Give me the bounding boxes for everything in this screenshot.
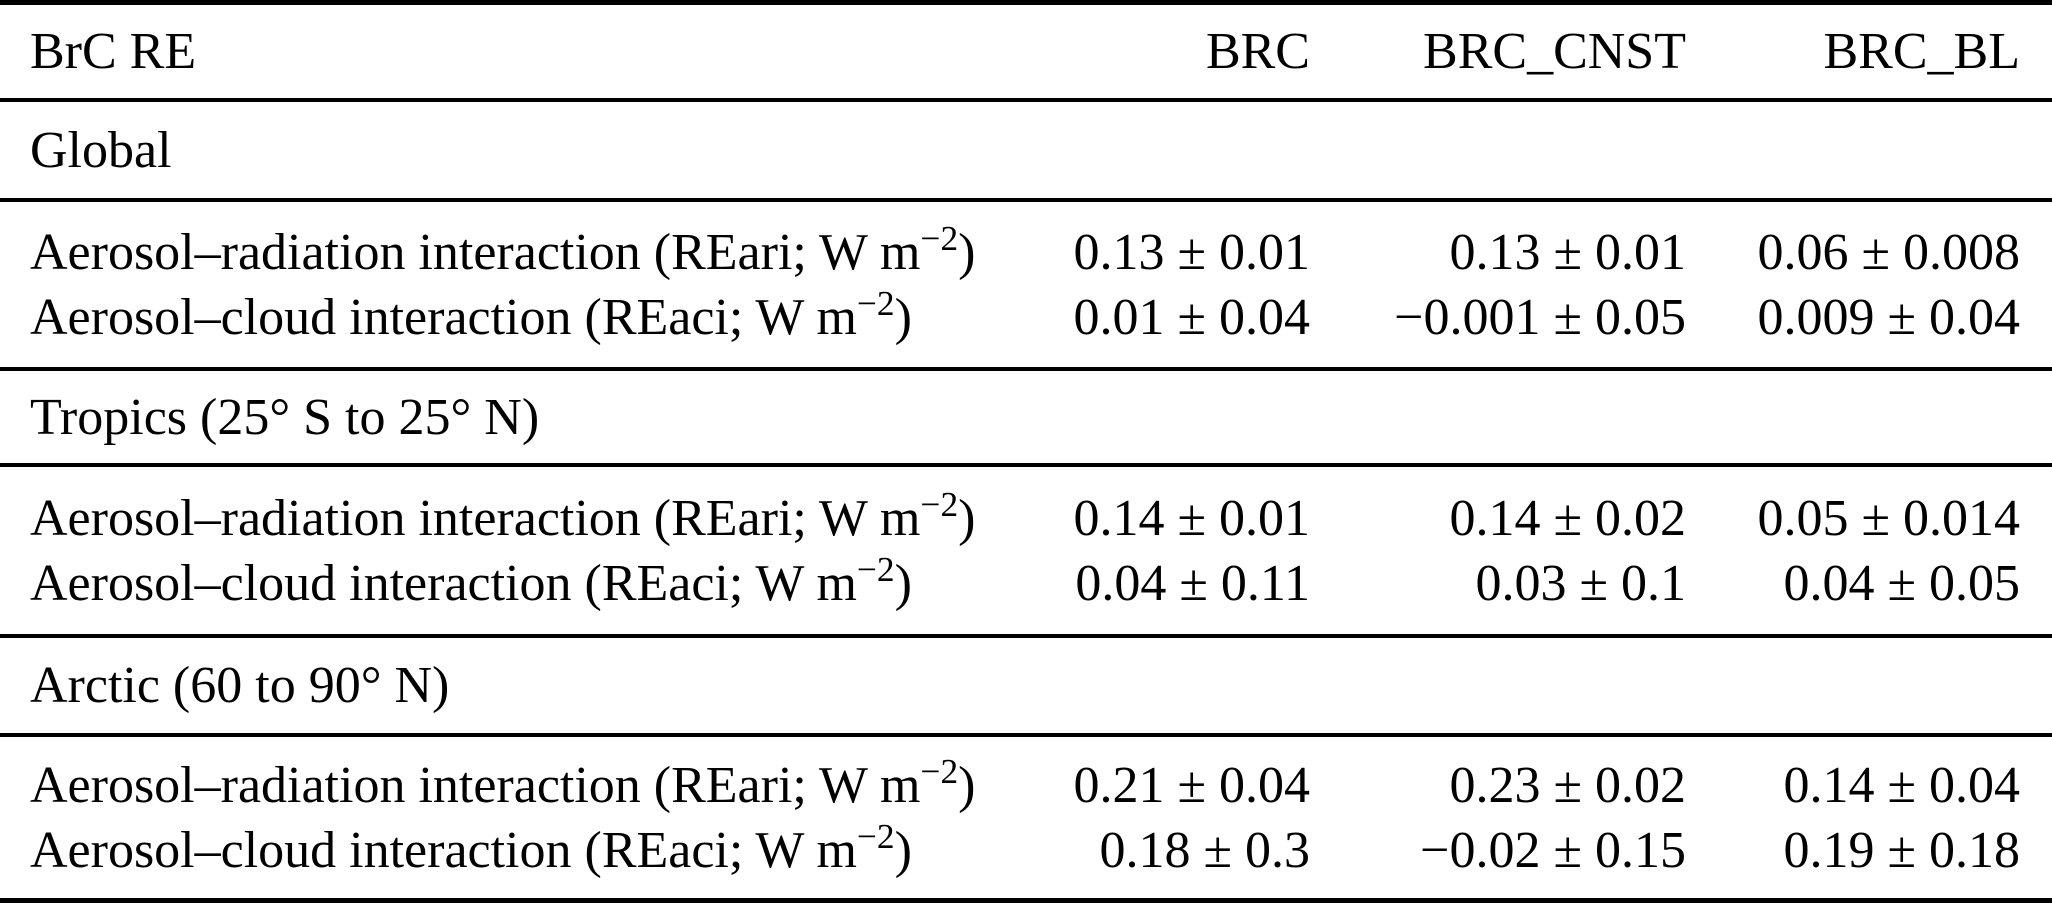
section-title-row: Arctic (60 to 90° N) — [0, 653, 2052, 718]
table-top-rule — [0, 0, 2052, 5]
row-label-close: ) — [958, 223, 976, 281]
row-label-reaci: Aerosol–cloud interaction (REaci; W m−2) — [30, 818, 1000, 883]
rule-above-tropics-title — [0, 367, 2052, 371]
value-brc-cnst: −0.02 ± 0.15 — [1420, 821, 1686, 879]
value-brc-bl: 0.05 ± 0.014 — [1757, 489, 2020, 547]
corner-header-brc-re: BrC RE — [30, 23, 197, 80]
row-label-close: ) — [894, 288, 912, 346]
value-brc-bl: 0.009 ± 0.04 — [1757, 288, 2020, 346]
row-label-reari: Aerosol–radiation interaction (REari; W … — [30, 220, 1000, 285]
data-band-arctic: Aerosol–radiation interaction (REari; W … — [0, 737, 2052, 898]
row-label-close: ) — [958, 756, 976, 814]
table-row: Aerosol–radiation interaction (REari; W … — [0, 753, 2052, 818]
value-brc-cnst: −0.001 ± 0.05 — [1394, 288, 1686, 346]
table-row: Aerosol–cloud interaction (REaci; W m−2)… — [0, 551, 2052, 616]
value-brc-cnst: 0.03 ± 0.1 — [1475, 554, 1686, 612]
value-brc: 0.14 ± 0.01 — [1073, 489, 1310, 547]
value-brc: 0.21 ± 0.04 — [1073, 756, 1310, 814]
unit-exponent: −2 — [856, 816, 895, 857]
rule-below-arctic-title — [0, 733, 2052, 737]
value-brc-cnst: 0.13 ± 0.01 — [1449, 223, 1686, 281]
row-label-close: ) — [894, 554, 912, 612]
value-brc: 0.04 ± 0.11 — [1075, 554, 1310, 612]
table-header-band: BrC RE BRC BRC_CNST BRC_BL — [0, 5, 2052, 98]
value-brc-cnst: 0.23 ± 0.02 — [1449, 756, 1686, 814]
value-brc-bl: 0.04 ± 0.05 — [1783, 554, 2020, 612]
unit-exponent: −2 — [920, 484, 959, 525]
value-brc: 0.01 ± 0.04 — [1073, 288, 1310, 346]
table-row: Aerosol–radiation interaction (REari; W … — [0, 220, 2052, 285]
rule-below-tropics-title — [0, 463, 2052, 467]
row-label-text: Aerosol–cloud interaction (REaci; W m — [30, 288, 857, 346]
section-band-tropics: Tropics (25° S to 25° N) — [0, 371, 2052, 463]
section-band-arctic: Arctic (60 to 90° N) — [0, 638, 2052, 733]
row-label-text: Aerosol–radiation interaction (REari; W … — [30, 223, 921, 281]
value-brc-bl: 0.14 ± 0.04 — [1783, 756, 2020, 814]
section-title-arctic: Arctic (60 to 90° N) — [30, 657, 450, 714]
row-label-reari: Aerosol–radiation interaction (REari; W … — [30, 753, 1000, 818]
value-brc-cnst: 0.14 ± 0.02 — [1449, 489, 1686, 547]
value-brc-bl: 0.06 ± 0.008 — [1757, 223, 2020, 281]
section-title-tropics: Tropics (25° S to 25° N) — [30, 388, 540, 446]
table-row: Aerosol–radiation interaction (REari; W … — [0, 486, 2052, 551]
unit-exponent: −2 — [856, 283, 895, 324]
unit-exponent: −2 — [856, 549, 895, 590]
unit-exponent: −2 — [920, 751, 959, 792]
column-header-brc-cnst: BRC_CNST — [1423, 23, 1686, 80]
row-label-close: ) — [958, 489, 976, 547]
row-label-text: Aerosol–radiation interaction (REari; W … — [30, 756, 921, 814]
section-title-global: Global — [30, 121, 172, 179]
section-title-row: Global — [0, 118, 2052, 183]
row-label-reari: Aerosol–radiation interaction (REari; W … — [30, 486, 1000, 551]
value-brc: 0.18 ± 0.3 — [1099, 821, 1310, 879]
data-band-global: Aerosol–radiation interaction (REari; W … — [0, 202, 2052, 367]
data-band-tropics: Aerosol–radiation interaction (REari; W … — [0, 467, 2052, 634]
row-label-close: ) — [894, 821, 912, 879]
unit-exponent: −2 — [920, 218, 959, 259]
section-band-global: Global — [0, 102, 2052, 198]
value-brc: 0.13 ± 0.01 — [1073, 223, 1310, 281]
row-label-text: Aerosol–radiation interaction (REari; W … — [30, 489, 921, 547]
value-brc-bl: 0.19 ± 0.18 — [1783, 821, 2020, 879]
row-label-reaci: Aerosol–cloud interaction (REaci; W m−2) — [30, 551, 1000, 616]
table-row: Aerosol–cloud interaction (REaci; W m−2)… — [0, 285, 2052, 350]
table-bottom-rule — [0, 898, 2052, 903]
rule-below-header — [0, 98, 2052, 102]
row-label-text: Aerosol–cloud interaction (REaci; W m — [30, 821, 857, 879]
rule-below-global-title — [0, 198, 2052, 202]
section-title-row: Tropics (25° S to 25° N) — [0, 385, 2052, 450]
table-row: Aerosol–cloud interaction (REaci; W m−2)… — [0, 818, 2052, 883]
column-header-brc: BRC — [1205, 23, 1310, 80]
row-label-reaci: Aerosol–cloud interaction (REaci; W m−2) — [30, 285, 1000, 350]
rule-above-arctic-title — [0, 634, 2052, 638]
row-label-text: Aerosol–cloud interaction (REaci; W m — [30, 554, 857, 612]
column-header-brc-bl: BRC_BL — [1823, 23, 2021, 80]
table-header-row: BrC RE BRC BRC_CNST BRC_BL — [0, 19, 2052, 84]
